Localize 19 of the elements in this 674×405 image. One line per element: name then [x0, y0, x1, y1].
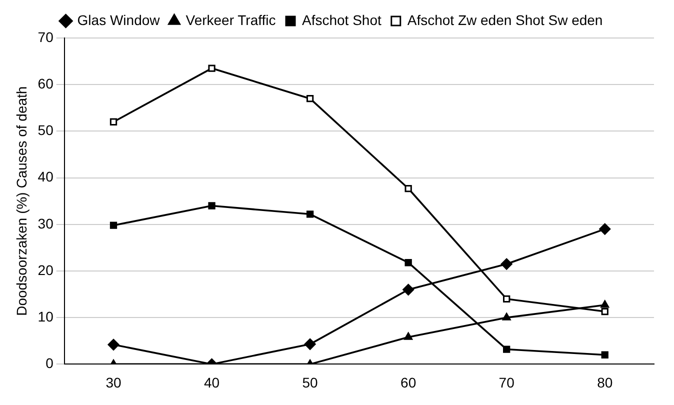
y-tick-label: 50 — [38, 122, 54, 138]
legend-label: Verkeer Traffic — [186, 12, 276, 28]
x-tick-label: 80 — [597, 374, 613, 390]
y-tick-label: 40 — [38, 168, 54, 185]
legend-label: Afschot Shot — [302, 12, 382, 28]
y-tick-label: 30 — [38, 215, 54, 232]
y-tick-label: 70 — [38, 28, 54, 45]
legend-label: Glas Window — [77, 12, 161, 28]
x-tick-label: 70 — [498, 374, 515, 390]
y-tick-label: 20 — [38, 262, 54, 278]
y-tick-label: 0 — [46, 355, 54, 372]
x-tick-label: 50 — [302, 374, 318, 390]
y-tick-label: 10 — [38, 308, 54, 324]
x-tick-label: 30 — [106, 374, 122, 390]
legend-label: Afschot Zw eden Shot Sw eden — [407, 12, 603, 28]
y-axis-title: Doodsoorzaken (%) Causes of death — [13, 86, 30, 316]
x-tick-label: 40 — [204, 374, 220, 390]
y-tick-label: 60 — [38, 75, 54, 92]
x-tick-label: 60 — [400, 374, 416, 390]
